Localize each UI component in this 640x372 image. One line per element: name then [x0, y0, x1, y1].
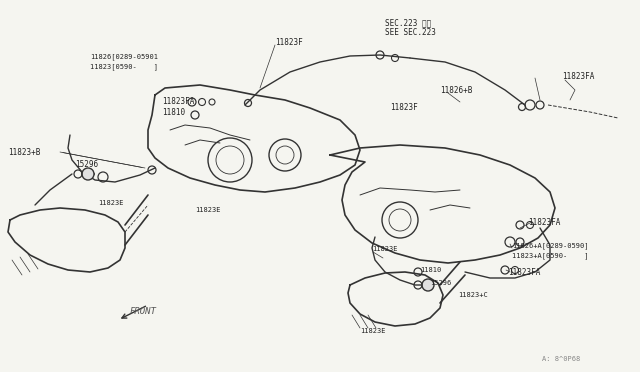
Text: 11826+A[0289-0590]: 11826+A[0289-0590] — [512, 242, 589, 249]
Text: 15296: 15296 — [75, 160, 98, 169]
Text: 11823FA: 11823FA — [528, 218, 561, 227]
Text: 11823FA: 11823FA — [562, 72, 595, 81]
Text: SEE SEC.223: SEE SEC.223 — [385, 28, 436, 37]
Text: 11823+B: 11823+B — [8, 148, 40, 157]
Circle shape — [422, 279, 434, 291]
Text: FRONT: FRONT — [130, 307, 157, 316]
Text: 11823F: 11823F — [390, 103, 418, 112]
Text: 11823FA: 11823FA — [162, 97, 195, 106]
Circle shape — [82, 168, 94, 180]
Text: 11823+A[0590-    ]: 11823+A[0590- ] — [512, 252, 589, 259]
Text: 11823FA: 11823FA — [508, 268, 540, 277]
Text: 11810: 11810 — [162, 108, 185, 117]
Text: 11826+B: 11826+B — [440, 86, 472, 95]
Text: 11823+C: 11823+C — [458, 292, 488, 298]
Text: 11810: 11810 — [420, 267, 441, 273]
Text: SEC.223 参照: SEC.223 参照 — [385, 18, 431, 27]
Text: 15296: 15296 — [430, 280, 451, 286]
Text: 11823F: 11823F — [275, 38, 303, 47]
Text: 11823E: 11823E — [195, 207, 221, 213]
Text: 11826[0289-05901: 11826[0289-05901 — [90, 53, 158, 60]
Text: 11823E: 11823E — [98, 200, 124, 206]
Text: 11823[0590-    ]: 11823[0590- ] — [90, 63, 158, 70]
Text: 11823E: 11823E — [360, 328, 385, 334]
Text: 11823E: 11823E — [372, 246, 397, 252]
Text: A: 8^0P68: A: 8^0P68 — [542, 356, 580, 362]
